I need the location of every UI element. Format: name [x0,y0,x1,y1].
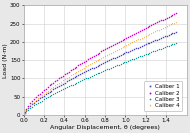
Caliber 2 [91,56,93,58]
Caliber 3 [116,65,118,66]
Caliber 1 [158,38,160,40]
Caliber 4 [91,62,93,64]
Caliber 3 [121,62,124,64]
Caliber 3 [158,48,160,50]
Caliber 4 [121,46,124,48]
X-axis label: Angular Displacement, θ (degrees): Angular Displacement, θ (degrees) [50,124,160,130]
Caliber 1 [121,53,124,55]
Caliber 4 [114,50,116,52]
Line: Caliber 2: Caliber 2 [24,13,177,113]
Caliber 1 [91,68,93,69]
Caliber 3 [91,75,93,77]
Line: Caliber 4: Caliber 4 [24,21,177,113]
Caliber 2 [116,42,118,44]
Caliber 2 [158,21,160,22]
Caliber 4 [23,112,26,113]
Caliber 4 [175,21,177,22]
Caliber 3 [127,60,129,62]
Y-axis label: Load (N·m): Load (N·m) [3,43,9,78]
Caliber 4 [158,29,160,30]
Caliber 1 [127,51,129,52]
Caliber 2 [127,36,129,38]
Legend: Caliber 1, Caliber 2, Caliber 3, Caliber 4: Caliber 1, Caliber 2, Caliber 3, Caliber… [144,81,182,111]
Caliber 1 [116,56,118,58]
Caliber 2 [121,39,124,41]
Caliber 2 [23,111,26,113]
Line: Caliber 3: Caliber 3 [24,42,177,114]
Caliber 2 [114,43,116,45]
Line: Caliber 1: Caliber 1 [24,31,177,113]
Caliber 2 [175,12,177,14]
Caliber 4 [116,49,118,51]
Caliber 3 [175,42,177,44]
Caliber 1 [23,112,26,113]
Caliber 4 [127,43,129,45]
Caliber 3 [23,113,26,114]
Caliber 1 [114,57,116,58]
Caliber 3 [114,65,116,67]
Caliber 1 [175,31,177,33]
